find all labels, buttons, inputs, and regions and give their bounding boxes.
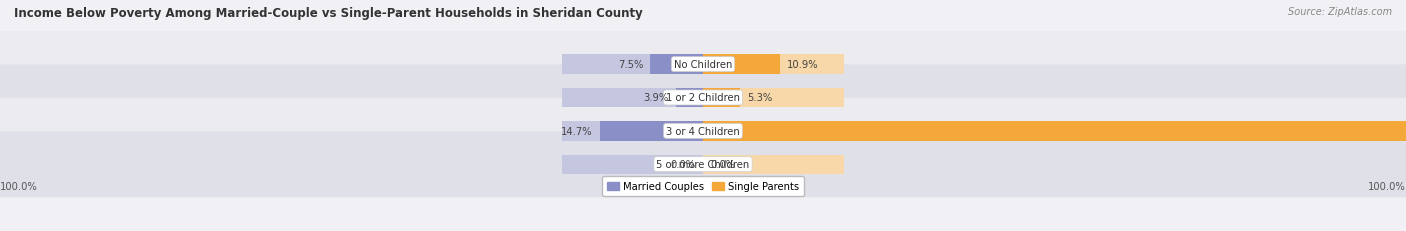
Bar bbox=[703, 88, 844, 108]
FancyBboxPatch shape bbox=[0, 132, 1406, 198]
Bar bbox=[675, 88, 703, 108]
Text: 10.9%: 10.9% bbox=[787, 60, 818, 70]
Legend: Married Couples, Single Parents: Married Couples, Single Parents bbox=[602, 176, 804, 196]
Bar bbox=[703, 122, 1406, 141]
Text: 5.3%: 5.3% bbox=[748, 93, 772, 103]
Text: 7.5%: 7.5% bbox=[617, 60, 644, 70]
Text: 3 or 4 Children: 3 or 4 Children bbox=[666, 126, 740, 136]
Text: Income Below Poverty Among Married-Couple vs Single-Parent Households in Sherida: Income Below Poverty Among Married-Coupl… bbox=[14, 7, 643, 20]
Bar bbox=[703, 122, 844, 141]
Text: 100.0%: 100.0% bbox=[1368, 181, 1406, 191]
Bar bbox=[562, 155, 703, 174]
Text: 14.7%: 14.7% bbox=[561, 126, 593, 136]
Bar bbox=[650, 55, 703, 74]
Text: 0.0%: 0.0% bbox=[710, 160, 735, 170]
Text: Source: ZipAtlas.com: Source: ZipAtlas.com bbox=[1288, 7, 1392, 17]
Bar bbox=[703, 55, 844, 74]
Text: 3.9%: 3.9% bbox=[644, 93, 669, 103]
Text: 5 or more Children: 5 or more Children bbox=[657, 160, 749, 170]
Bar bbox=[562, 122, 703, 141]
Bar bbox=[703, 155, 844, 174]
Text: 100.0%: 100.0% bbox=[0, 181, 38, 191]
FancyBboxPatch shape bbox=[0, 65, 1406, 131]
Bar bbox=[703, 88, 741, 108]
FancyBboxPatch shape bbox=[0, 32, 1406, 98]
Bar bbox=[562, 55, 703, 74]
Bar bbox=[703, 55, 780, 74]
Text: 1 or 2 Children: 1 or 2 Children bbox=[666, 93, 740, 103]
Bar bbox=[599, 122, 703, 141]
FancyBboxPatch shape bbox=[0, 98, 1406, 164]
Text: 0.0%: 0.0% bbox=[671, 160, 696, 170]
Text: No Children: No Children bbox=[673, 60, 733, 70]
Bar bbox=[562, 88, 703, 108]
